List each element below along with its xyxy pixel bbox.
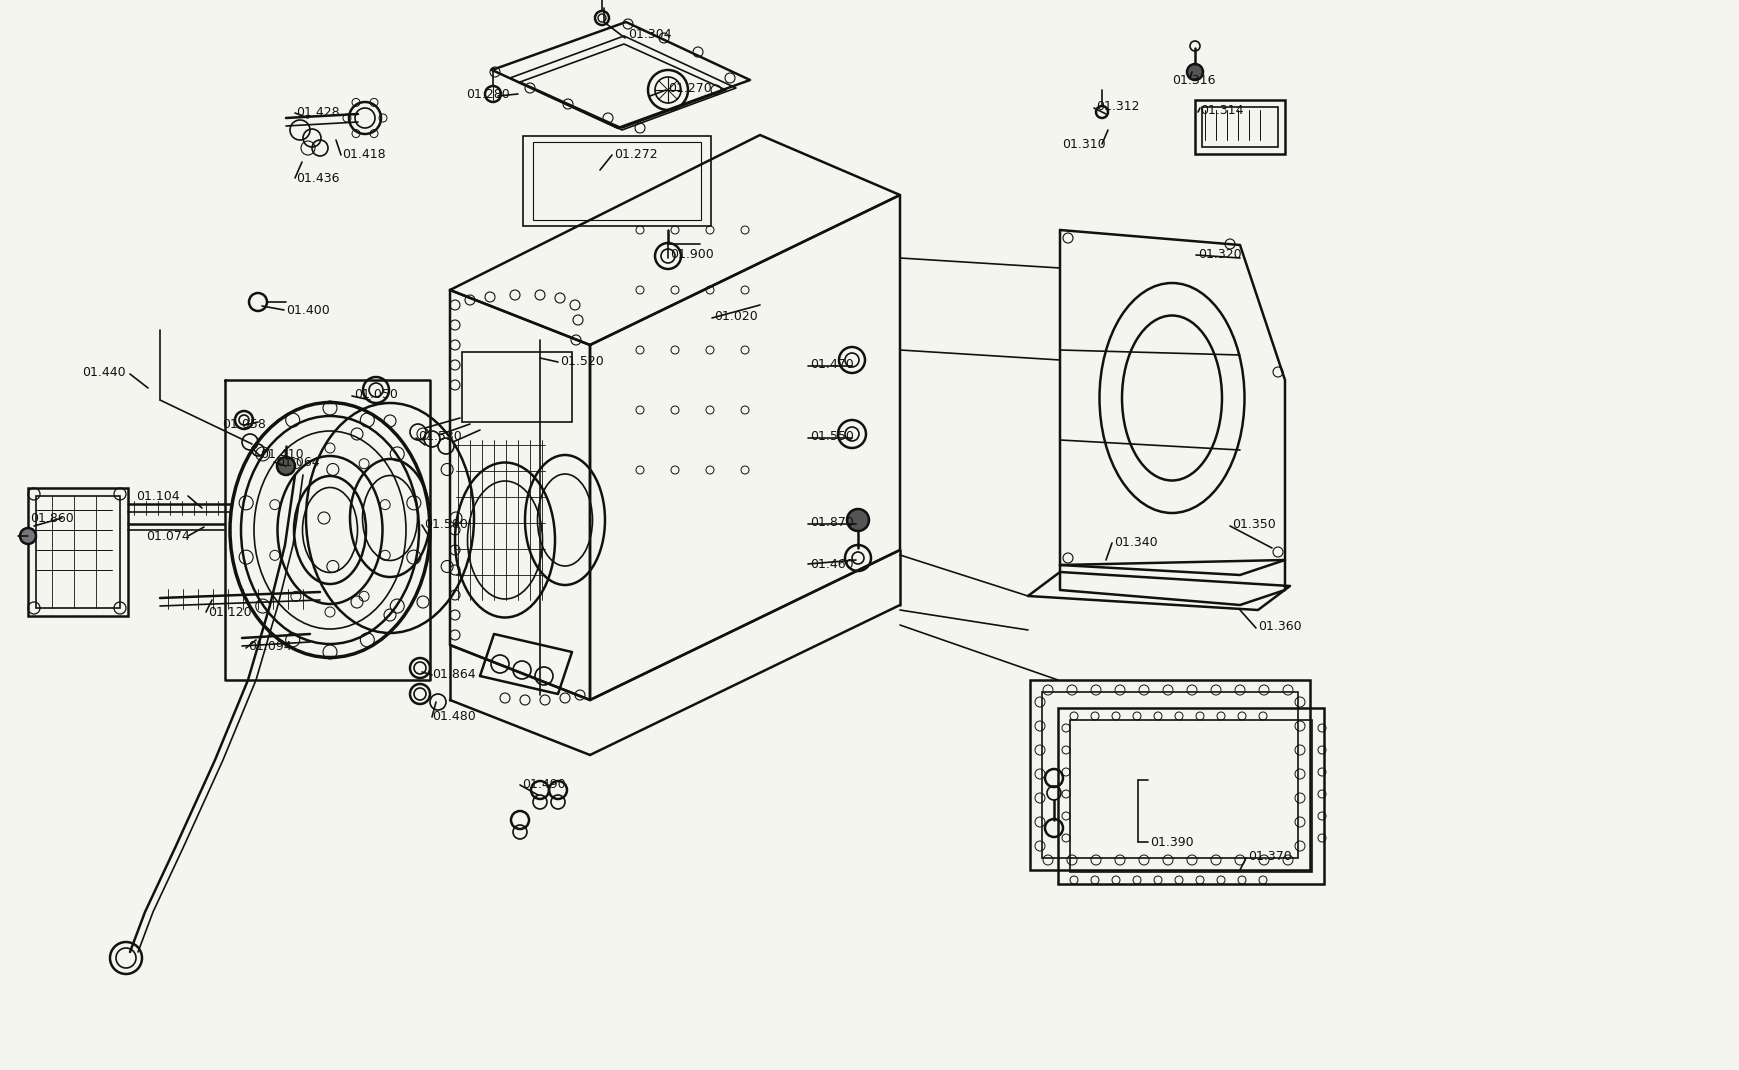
Text: 01.440: 01.440 xyxy=(82,366,125,379)
Text: 01.320: 01.320 xyxy=(1198,248,1242,261)
Text: 01.490: 01.490 xyxy=(522,778,565,791)
Bar xyxy=(28,488,129,616)
Text: 01.418: 01.418 xyxy=(343,148,386,160)
Text: 01.860: 01.860 xyxy=(30,513,73,525)
Circle shape xyxy=(847,509,868,531)
Text: 01.074: 01.074 xyxy=(146,530,190,542)
Circle shape xyxy=(19,528,37,544)
Bar xyxy=(1042,692,1297,858)
Circle shape xyxy=(1186,64,1202,80)
Text: 01.410: 01.410 xyxy=(259,448,303,461)
Bar xyxy=(463,352,572,422)
Bar xyxy=(1069,720,1311,872)
Text: 01.104: 01.104 xyxy=(136,490,179,503)
Text: 01.020: 01.020 xyxy=(713,310,756,323)
Text: 01.058: 01.058 xyxy=(223,418,266,431)
Bar xyxy=(37,496,120,608)
Text: 01.350: 01.350 xyxy=(1231,518,1275,531)
Text: 01.460: 01.460 xyxy=(810,557,854,571)
Text: 01.280: 01.280 xyxy=(466,88,510,101)
Text: 01.370: 01.370 xyxy=(1247,850,1290,863)
Bar xyxy=(523,136,711,226)
Bar xyxy=(1202,107,1276,147)
Text: 01.340: 01.340 xyxy=(1113,536,1156,549)
Text: 01.390: 01.390 xyxy=(1149,836,1193,849)
Text: 01.580: 01.580 xyxy=(424,518,468,531)
Text: 01.428: 01.428 xyxy=(296,106,339,119)
Text: 01.520: 01.520 xyxy=(560,355,603,368)
Text: 01.316: 01.316 xyxy=(1172,74,1216,87)
Text: 01.270: 01.270 xyxy=(668,82,711,95)
Text: 01.094: 01.094 xyxy=(249,640,292,653)
Text: 01.272: 01.272 xyxy=(614,148,657,160)
Bar xyxy=(1195,100,1285,154)
Text: 01.312: 01.312 xyxy=(1096,100,1139,113)
Text: 01.064: 01.064 xyxy=(277,456,320,469)
Text: 01.900: 01.900 xyxy=(670,248,713,261)
Text: 01.304: 01.304 xyxy=(628,28,671,41)
Text: 01.870: 01.870 xyxy=(810,516,854,529)
Circle shape xyxy=(277,457,296,475)
Text: 01.314: 01.314 xyxy=(1200,104,1243,117)
Text: 01.864: 01.864 xyxy=(431,668,475,681)
Text: 01.480: 01.480 xyxy=(431,710,475,723)
Text: 01.530: 01.530 xyxy=(417,430,461,443)
Text: 01.360: 01.360 xyxy=(1257,620,1301,633)
Bar xyxy=(1057,708,1323,884)
Bar xyxy=(1029,681,1309,870)
Text: 01.436: 01.436 xyxy=(296,172,339,185)
Text: 01.550: 01.550 xyxy=(810,430,854,443)
Text: 01.120: 01.120 xyxy=(209,606,252,620)
Text: 01.470: 01.470 xyxy=(810,358,854,371)
Text: 01.050: 01.050 xyxy=(353,388,398,401)
Text: 01.310: 01.310 xyxy=(1061,138,1104,151)
Bar xyxy=(532,142,701,220)
Text: 01.400: 01.400 xyxy=(285,304,330,317)
